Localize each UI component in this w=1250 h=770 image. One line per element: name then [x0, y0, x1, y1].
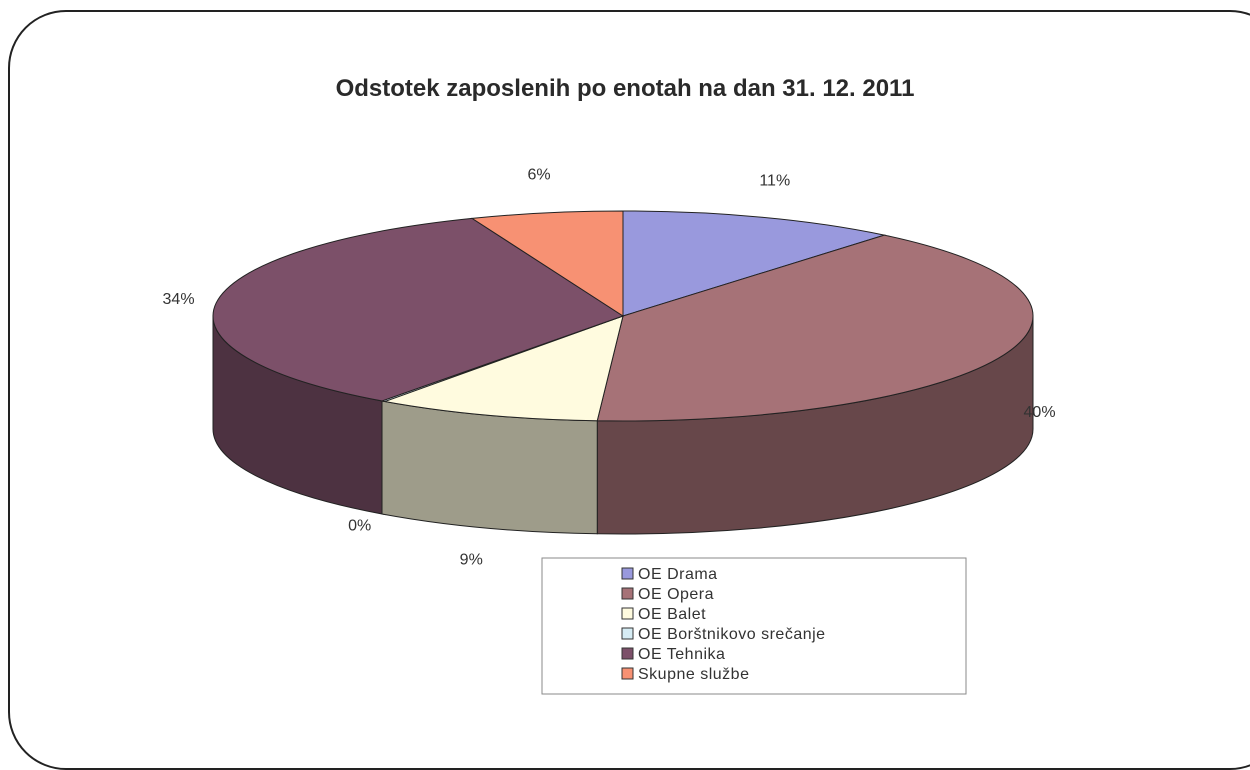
- legend-swatch-oe-drama: [621, 567, 634, 580]
- legend-label-oe-drama: OE Drama: [638, 566, 718, 583]
- pie-top: [212, 210, 1034, 422]
- pie-sides: [212, 315, 1034, 535]
- legend-swatch-oe-opera: [621, 587, 634, 600]
- pie-slice-oe-drama: [622, 210, 887, 317]
- pie-slice-skupne-sluzbe: [470, 210, 624, 317]
- data-label-oe-opera: 40%: [1024, 404, 1056, 421]
- legend-box: [541, 557, 967, 695]
- data-label-oe-tehnika: 34%: [163, 291, 195, 308]
- data-label-oe-balet: 9%: [460, 552, 483, 569]
- pie-slice-oe-opera: [596, 234, 1034, 422]
- pie-chart: Odstotek zaposlenih po enotah na dan 31.…: [163, 75, 1056, 695]
- legend-swatch-oe-balet: [621, 607, 634, 620]
- chart-legend: OE Drama OE Opera OE Balet OE Borštnikovo s…: [541, 557, 967, 695]
- pie-side-oe-balet: [381, 400, 598, 535]
- legend-label-oe-opera: OE Opera: [638, 586, 714, 603]
- legend-label-oe-tehnika: OE Tehnika: [638, 646, 725, 663]
- legend-label-oe-borstnikovo-srecanje: OE Borštnikovo srečanje: [638, 626, 826, 643]
- legend-label-skupne-sluzbe: Skupne službe: [638, 666, 749, 683]
- chart-title: Odstotek zaposlenih po enotah na dan 31.…: [336, 75, 915, 102]
- legend-label-oe-balet: OE Balet: [638, 606, 706, 623]
- legend-swatch-oe-borstnikovo-srecanje: [621, 627, 634, 640]
- legend-swatch-oe-tehnika: [621, 647, 634, 660]
- legend-swatch-skupne-sluzbe: [621, 667, 634, 680]
- data-label-oe-drama: 11%: [759, 173, 790, 190]
- pie-slice-oe-balet: [380, 315, 624, 422]
- data-label-skupne-sluzbe: 6%: [527, 167, 550, 184]
- pie-data-labels: 11% 40% 9% 0% 34% 6%: [163, 167, 1056, 569]
- pie-slice-oe-tehnika: [212, 217, 625, 402]
- data-label-oe-borstnikovo-srecanje: 0%: [348, 518, 371, 535]
